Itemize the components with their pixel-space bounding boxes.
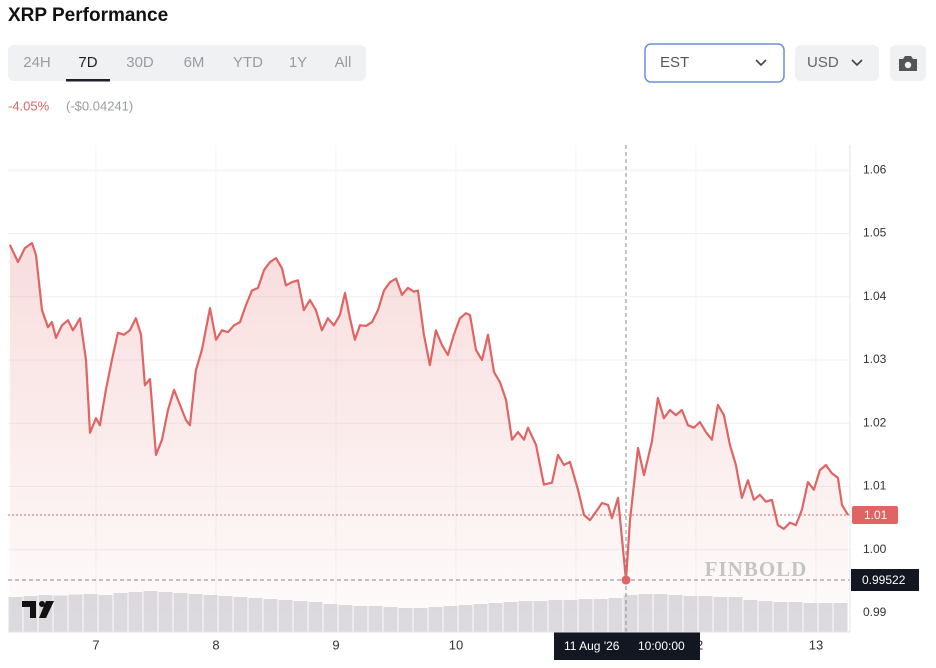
active-tab-underline bbox=[66, 79, 110, 82]
tab-group: 24H 7D 30D 6M YTD 1Y All bbox=[23, 54, 351, 82]
y-tick-label: 1.04 bbox=[863, 289, 887, 303]
overlay-layer: 1.061.051.041.031.021.011.000.9978910111… bbox=[8, 145, 919, 660]
crosshair-point bbox=[621, 575, 631, 585]
currency-label: USD bbox=[807, 54, 839, 71]
range-tab[interactable]: 24H bbox=[23, 54, 51, 71]
y-tick-label: 1.05 bbox=[863, 226, 887, 240]
x-tick-label: 10 bbox=[449, 637, 463, 652]
tradingview-logo bbox=[22, 601, 54, 618]
y-tick-label: 1.06 bbox=[863, 162, 887, 176]
x-tick-label: 8 bbox=[212, 637, 219, 652]
crosshair-time-tag bbox=[554, 632, 700, 660]
chart-title: XRP Performance bbox=[8, 5, 168, 26]
range-tab[interactable]: 7D bbox=[78, 54, 97, 71]
range-tab[interactable]: YTD bbox=[233, 54, 263, 71]
price-area bbox=[9, 243, 848, 632]
watermark: FINBOLD bbox=[705, 557, 808, 581]
dropdown-arrow bbox=[851, 59, 863, 67]
dropdown-arrow bbox=[755, 59, 767, 67]
last-price-tag bbox=[852, 505, 898, 524]
range-tab[interactable]: 1Y bbox=[289, 54, 307, 71]
price-line bbox=[8, 241, 849, 582]
x-tick-label: 9 bbox=[332, 637, 339, 652]
y-tick-label: 1.02 bbox=[863, 415, 887, 429]
y-tick-label: 0.99 bbox=[863, 605, 887, 619]
range-tab[interactable]: 30D bbox=[126, 54, 154, 71]
range-tabs bbox=[8, 45, 366, 81]
timezone-select[interactable] bbox=[644, 43, 785, 83]
crosshair-value-label: 0.99522 bbox=[862, 573, 906, 587]
last-price-label: 1.01 bbox=[864, 508, 888, 522]
data-layer bbox=[8, 241, 849, 632]
timezone-label: EST bbox=[660, 54, 689, 71]
range-tab[interactable]: 6M bbox=[184, 54, 205, 71]
range-tab[interactable]: All bbox=[335, 54, 352, 71]
y-tick-label: 1.01 bbox=[863, 479, 887, 493]
camera-lens bbox=[904, 61, 912, 69]
x-tick-label: 13 bbox=[809, 637, 823, 652]
crosshair-time-label: 10:00:00 bbox=[638, 639, 685, 653]
crosshair-value-tag bbox=[851, 569, 919, 592]
y-tick-label: 1.03 bbox=[863, 352, 887, 366]
currency-select[interactable] bbox=[795, 45, 879, 81]
x-tick-label: 7 bbox=[92, 637, 99, 652]
change-amount: (-$0.04241) bbox=[66, 98, 133, 113]
change-percent: -4.05% bbox=[8, 98, 50, 113]
crosshair-date-label: 11 Aug '26 bbox=[564, 639, 620, 653]
y-tick-label: 1.00 bbox=[863, 542, 887, 556]
